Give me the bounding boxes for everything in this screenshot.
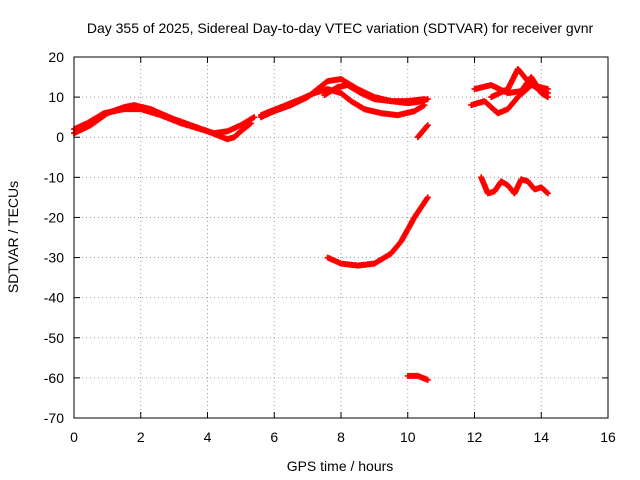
data-points (71, 66, 551, 383)
y-tick-label: -10 (44, 169, 64, 185)
x-tick-label: 8 (337, 429, 345, 445)
x-axis-label: GPS time / hours (287, 458, 394, 474)
axis-ticks: 0 2 4 6 8 10 12 14 16 20 10 0 -10 -20 -30 -40 -50 -60 -70 (44, 49, 616, 445)
series-markers (414, 122, 431, 141)
y-tick-label: -40 (44, 290, 64, 306)
y-tick-label: 0 (56, 129, 64, 145)
series-markers (488, 66, 551, 101)
series-markers (71, 102, 254, 143)
x-tick-label: 2 (137, 429, 145, 445)
series-track-12 (478, 174, 551, 197)
y-tick-label: -30 (44, 250, 64, 266)
x-tick-label: 0 (70, 429, 78, 445)
series-track-7 (324, 194, 431, 269)
y-tick-label: 20 (48, 49, 64, 65)
chart-title: Day 355 of 2025, Sidereal Day-to-day VTE… (87, 20, 594, 36)
series-track-8 (404, 372, 431, 383)
series-track-1 (71, 102, 254, 143)
y-axis-label: SDTVAR / TECUs (5, 181, 21, 293)
x-tick-label: 6 (270, 429, 278, 445)
y-tick-label: -20 (44, 209, 64, 225)
x-tick-label: 4 (204, 429, 212, 445)
x-tick-label: 16 (600, 429, 616, 445)
x-tick-label: 14 (533, 429, 549, 445)
y-tick-label: -60 (44, 370, 64, 386)
series-track-6 (414, 122, 431, 141)
grid (74, 57, 608, 418)
series-markers (321, 82, 428, 105)
y-tick-label: 10 (48, 89, 64, 105)
series-markers (324, 194, 431, 269)
x-tick-label: 12 (467, 429, 483, 445)
series-markers (478, 174, 551, 197)
series-track-5 (321, 82, 428, 105)
x-tick-label: 10 (400, 429, 416, 445)
y-tick-label: -50 (44, 330, 64, 346)
y-tick-label: -70 (44, 410, 64, 426)
series-track-11 (488, 66, 551, 101)
series-markers (404, 372, 431, 383)
